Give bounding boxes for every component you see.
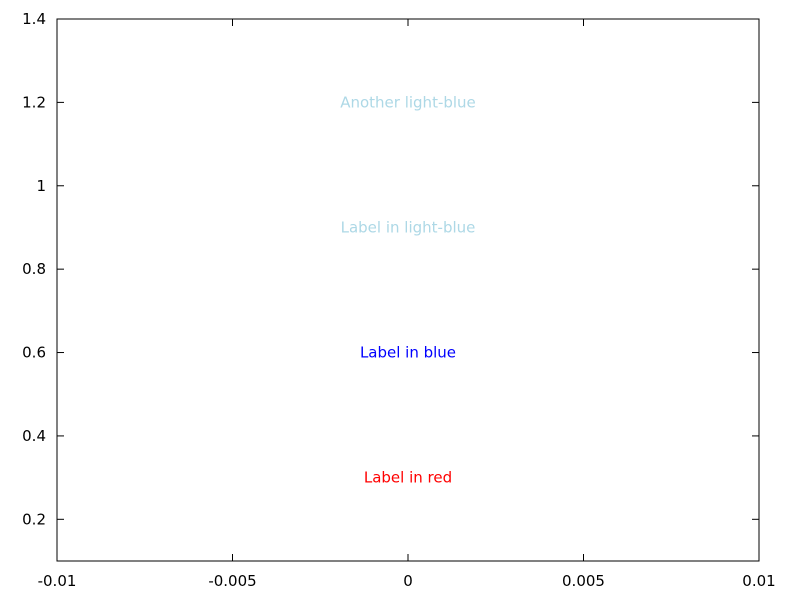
annotations: Label in red Label in blue Label in light-… [340,93,476,486]
y-tick-label: 0.6 [22,344,46,362]
x-tick-label: 0.005 [562,572,605,590]
y-tick-label: 1.4 [22,10,46,28]
x-tick-label: -0.01 [38,572,77,590]
annotation-label: Label in blue [360,344,456,362]
x-tick-label: 0 [403,572,413,590]
y-tick-label: 0.2 [22,510,46,528]
annotation-label: Label in red [364,469,452,487]
x-tick-label: 0.01 [742,572,775,590]
y-tick-label: 0.4 [22,427,46,445]
y-tick-label: 0.8 [22,260,46,278]
y-axis-ticks: 0.2 0.4 0.6 0.8 1 1.2 1.4 [22,10,759,528]
x-axis-ticks: -0.01 -0.005 0 0.005 0.01 [38,19,776,590]
annotation-label: Label in light-blue [341,218,476,236]
y-tick-label: 1.2 [22,93,46,111]
x-tick-label: -0.005 [208,572,256,590]
y-tick-label: 1 [36,177,46,195]
annotation-label: Another light-blue [340,93,476,111]
